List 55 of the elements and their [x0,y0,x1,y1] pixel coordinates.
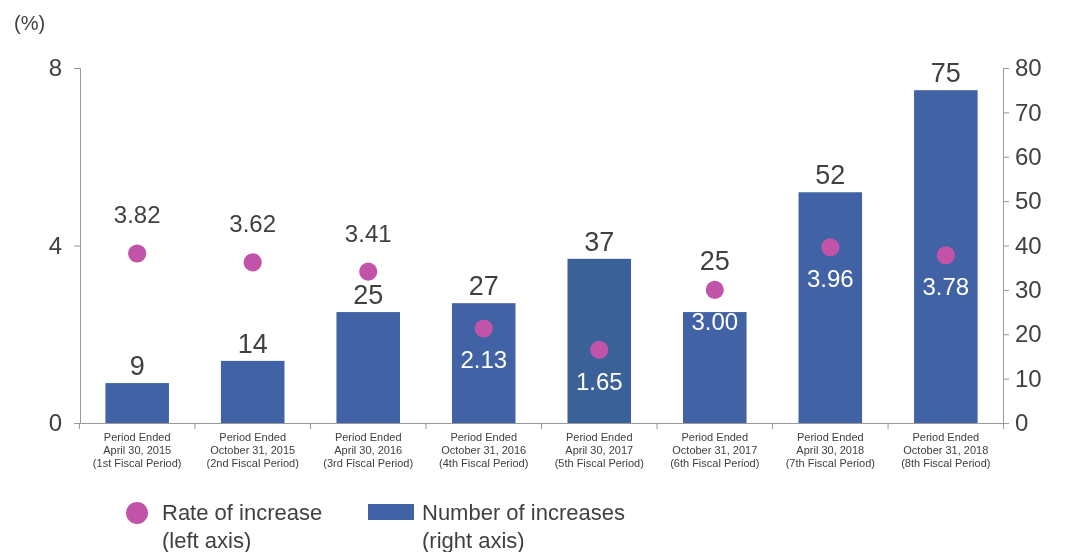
data-label: 2.13 [460,346,508,374]
data-label: 25 [353,280,384,311]
bar [683,312,747,423]
point [590,340,609,359]
point [821,238,840,257]
y2-tick-label: 50 [1015,187,1042,215]
point [243,253,262,272]
y2-tick-label: 60 [1015,142,1042,170]
x-tick-label: Period Ended October 31, 2017 (6th Fiscal Period) [670,431,760,469]
y-tick-label: 0 [48,409,62,437]
y2-tick-label: 80 [1015,54,1042,82]
data-label: 37 [584,226,615,257]
data-label: 3.82 [113,201,161,229]
y2-tick-label: 40 [1015,231,1042,259]
x-tick-label: Period Ended April 30, 2016 (3rd Fiscal Period) [323,431,414,469]
data-label: 3.00 [691,307,739,335]
bar [798,192,863,423]
data-label: 75 [930,58,961,89]
bar [105,383,169,423]
data-label: 3.78 [922,273,970,301]
data-label: 25 [699,245,730,276]
x-tick-label: Period Ended April 30, 2015 (1st Fiscal Period) [92,431,182,469]
data-label: 3.62 [229,210,277,238]
y2-tick-label: 20 [1015,320,1042,348]
y-tick-label: 4 [48,231,62,259]
legend-label: Rate of increase (left axis) [162,500,323,552]
bar [220,360,285,423]
data-label: 14 [237,328,268,359]
y2-tick-label: 30 [1015,276,1042,304]
point [474,319,493,338]
point [705,280,724,299]
data-label: 27 [468,271,499,302]
y-tick-label: 8 [48,54,62,82]
data-label: 3.41 [344,219,392,247]
y2-tick-label: 10 [1015,364,1042,392]
bar [451,303,516,423]
x-tick-label: Period Ended October 31, 2018 (8th Fiscal Period) [901,431,991,469]
y2-tick-label: 0 [1015,409,1029,437]
point [128,244,147,263]
data-label: 52 [815,160,846,191]
data-label: 1.65 [575,367,623,395]
x-tick-label: Period Ended October 31, 2015 (2nd Fiscal Period) [206,431,299,469]
data-label: 9 [129,351,145,382]
bar [914,90,978,423]
point [936,246,955,265]
y-axis-title: (%) [14,12,46,34]
data-label: 3.96 [806,265,854,293]
bar [336,312,400,423]
bar [567,258,632,423]
x-tick-label: Period Ended April 30, 2018 (7th Fiscal Period) [785,431,875,469]
y2-tick-label: 70 [1015,98,1042,126]
x-tick-label: Period Ended April 30, 2017 (5th Fiscal Period) [554,431,644,469]
x-tick-label: Period Ended October 31, 2016 (4th Fiscal Period) [439,431,529,469]
legend-label: Number of increases (right axis) [422,500,625,552]
point [359,262,378,281]
